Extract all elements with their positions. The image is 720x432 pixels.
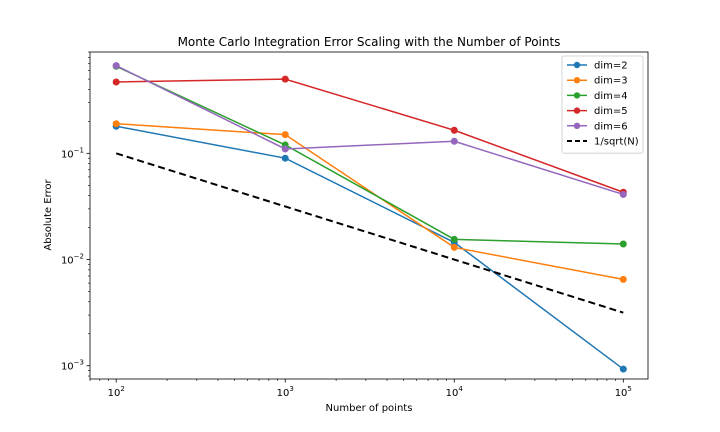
y-tick-label-exponent: −2	[74, 253, 84, 261]
y-tick-label-exponent: −3	[74, 359, 84, 367]
legend-marker	[573, 107, 581, 114]
data-point	[112, 120, 120, 128]
y-tick-label: 10−3	[61, 359, 84, 373]
series-dim-5	[112, 75, 627, 196]
x-tick-label-base: 10	[615, 388, 628, 399]
y-tick-label: 10−1	[61, 146, 84, 160]
data-point	[281, 131, 289, 139]
legend-label: 1/sqrt(N)	[594, 137, 639, 148]
y-tick-label: 10−2	[61, 253, 84, 267]
legend-marker	[573, 92, 581, 99]
data-point	[619, 275, 627, 283]
data-point	[450, 243, 458, 251]
x-tick-label-exponent: 2	[120, 385, 124, 393]
series-dim-3	[112, 120, 627, 283]
legend-label: dim=2	[594, 61, 628, 72]
series-line	[115, 64, 624, 196]
x-tick-label: 105	[615, 385, 632, 399]
legend-label: dim=4	[594, 91, 628, 102]
x-tick-label: 103	[277, 385, 294, 399]
series-line	[116, 78, 624, 193]
legend: dim=2 dim=3 dim=4 dim=5 dim=6 1/sqrt(N)	[561, 55, 644, 154]
series-dim-4	[112, 62, 627, 248]
x-tick-label: 102	[108, 385, 125, 399]
data-point	[450, 126, 458, 134]
series-line	[115, 65, 624, 245]
data-point	[619, 190, 627, 198]
legend-marker	[573, 77, 581, 84]
legend-label: dim=3	[594, 76, 628, 87]
series-1-sqrt-n-	[115, 152, 624, 314]
data-point	[450, 137, 458, 145]
y-tick-label-base: 10	[61, 149, 74, 160]
series-line	[116, 122, 624, 281]
series-line	[115, 152, 624, 314]
series-dim-2	[112, 122, 627, 373]
x-tick-label-exponent: 4	[458, 385, 463, 393]
x-tick-label-base: 10	[446, 388, 459, 399]
data-point	[619, 365, 627, 373]
x-axis: 102 103 104 105	[89, 379, 632, 399]
x-tick-label-exponent: 5	[627, 385, 631, 393]
y-axis-label: Absolute Error	[43, 178, 54, 250]
y-tick-label-base: 10	[61, 362, 74, 373]
y-tick-label-exponent: −1	[74, 146, 84, 154]
series-layer	[112, 62, 627, 373]
x-tick-label-exponent: 3	[289, 385, 293, 393]
plot-area	[89, 51, 649, 380]
data-point	[281, 145, 289, 153]
legend-marker	[573, 61, 581, 69]
data-point	[112, 62, 120, 70]
data-point	[112, 78, 120, 86]
data-point	[281, 154, 289, 162]
data-point	[281, 75, 289, 83]
data-point	[450, 235, 458, 243]
data-point	[619, 240, 627, 248]
series-line	[116, 125, 624, 370]
legend-marker	[573, 122, 581, 129]
y-axis: 10−310−210−1	[61, 51, 90, 377]
x-tick-label-base: 10	[277, 388, 290, 399]
x-axis-label: Number of points	[326, 403, 413, 414]
y-tick-label-base: 10	[61, 256, 74, 267]
x-tick-label: 104	[446, 385, 464, 399]
series-dim-6	[112, 62, 627, 198]
legend-label: dim=6	[594, 121, 628, 132]
legend-label: dim=5	[594, 106, 628, 117]
x-tick-label-base: 10	[108, 388, 121, 399]
chart-title: Monte Carlo Integration Error Scaling wi…	[178, 35, 561, 49]
